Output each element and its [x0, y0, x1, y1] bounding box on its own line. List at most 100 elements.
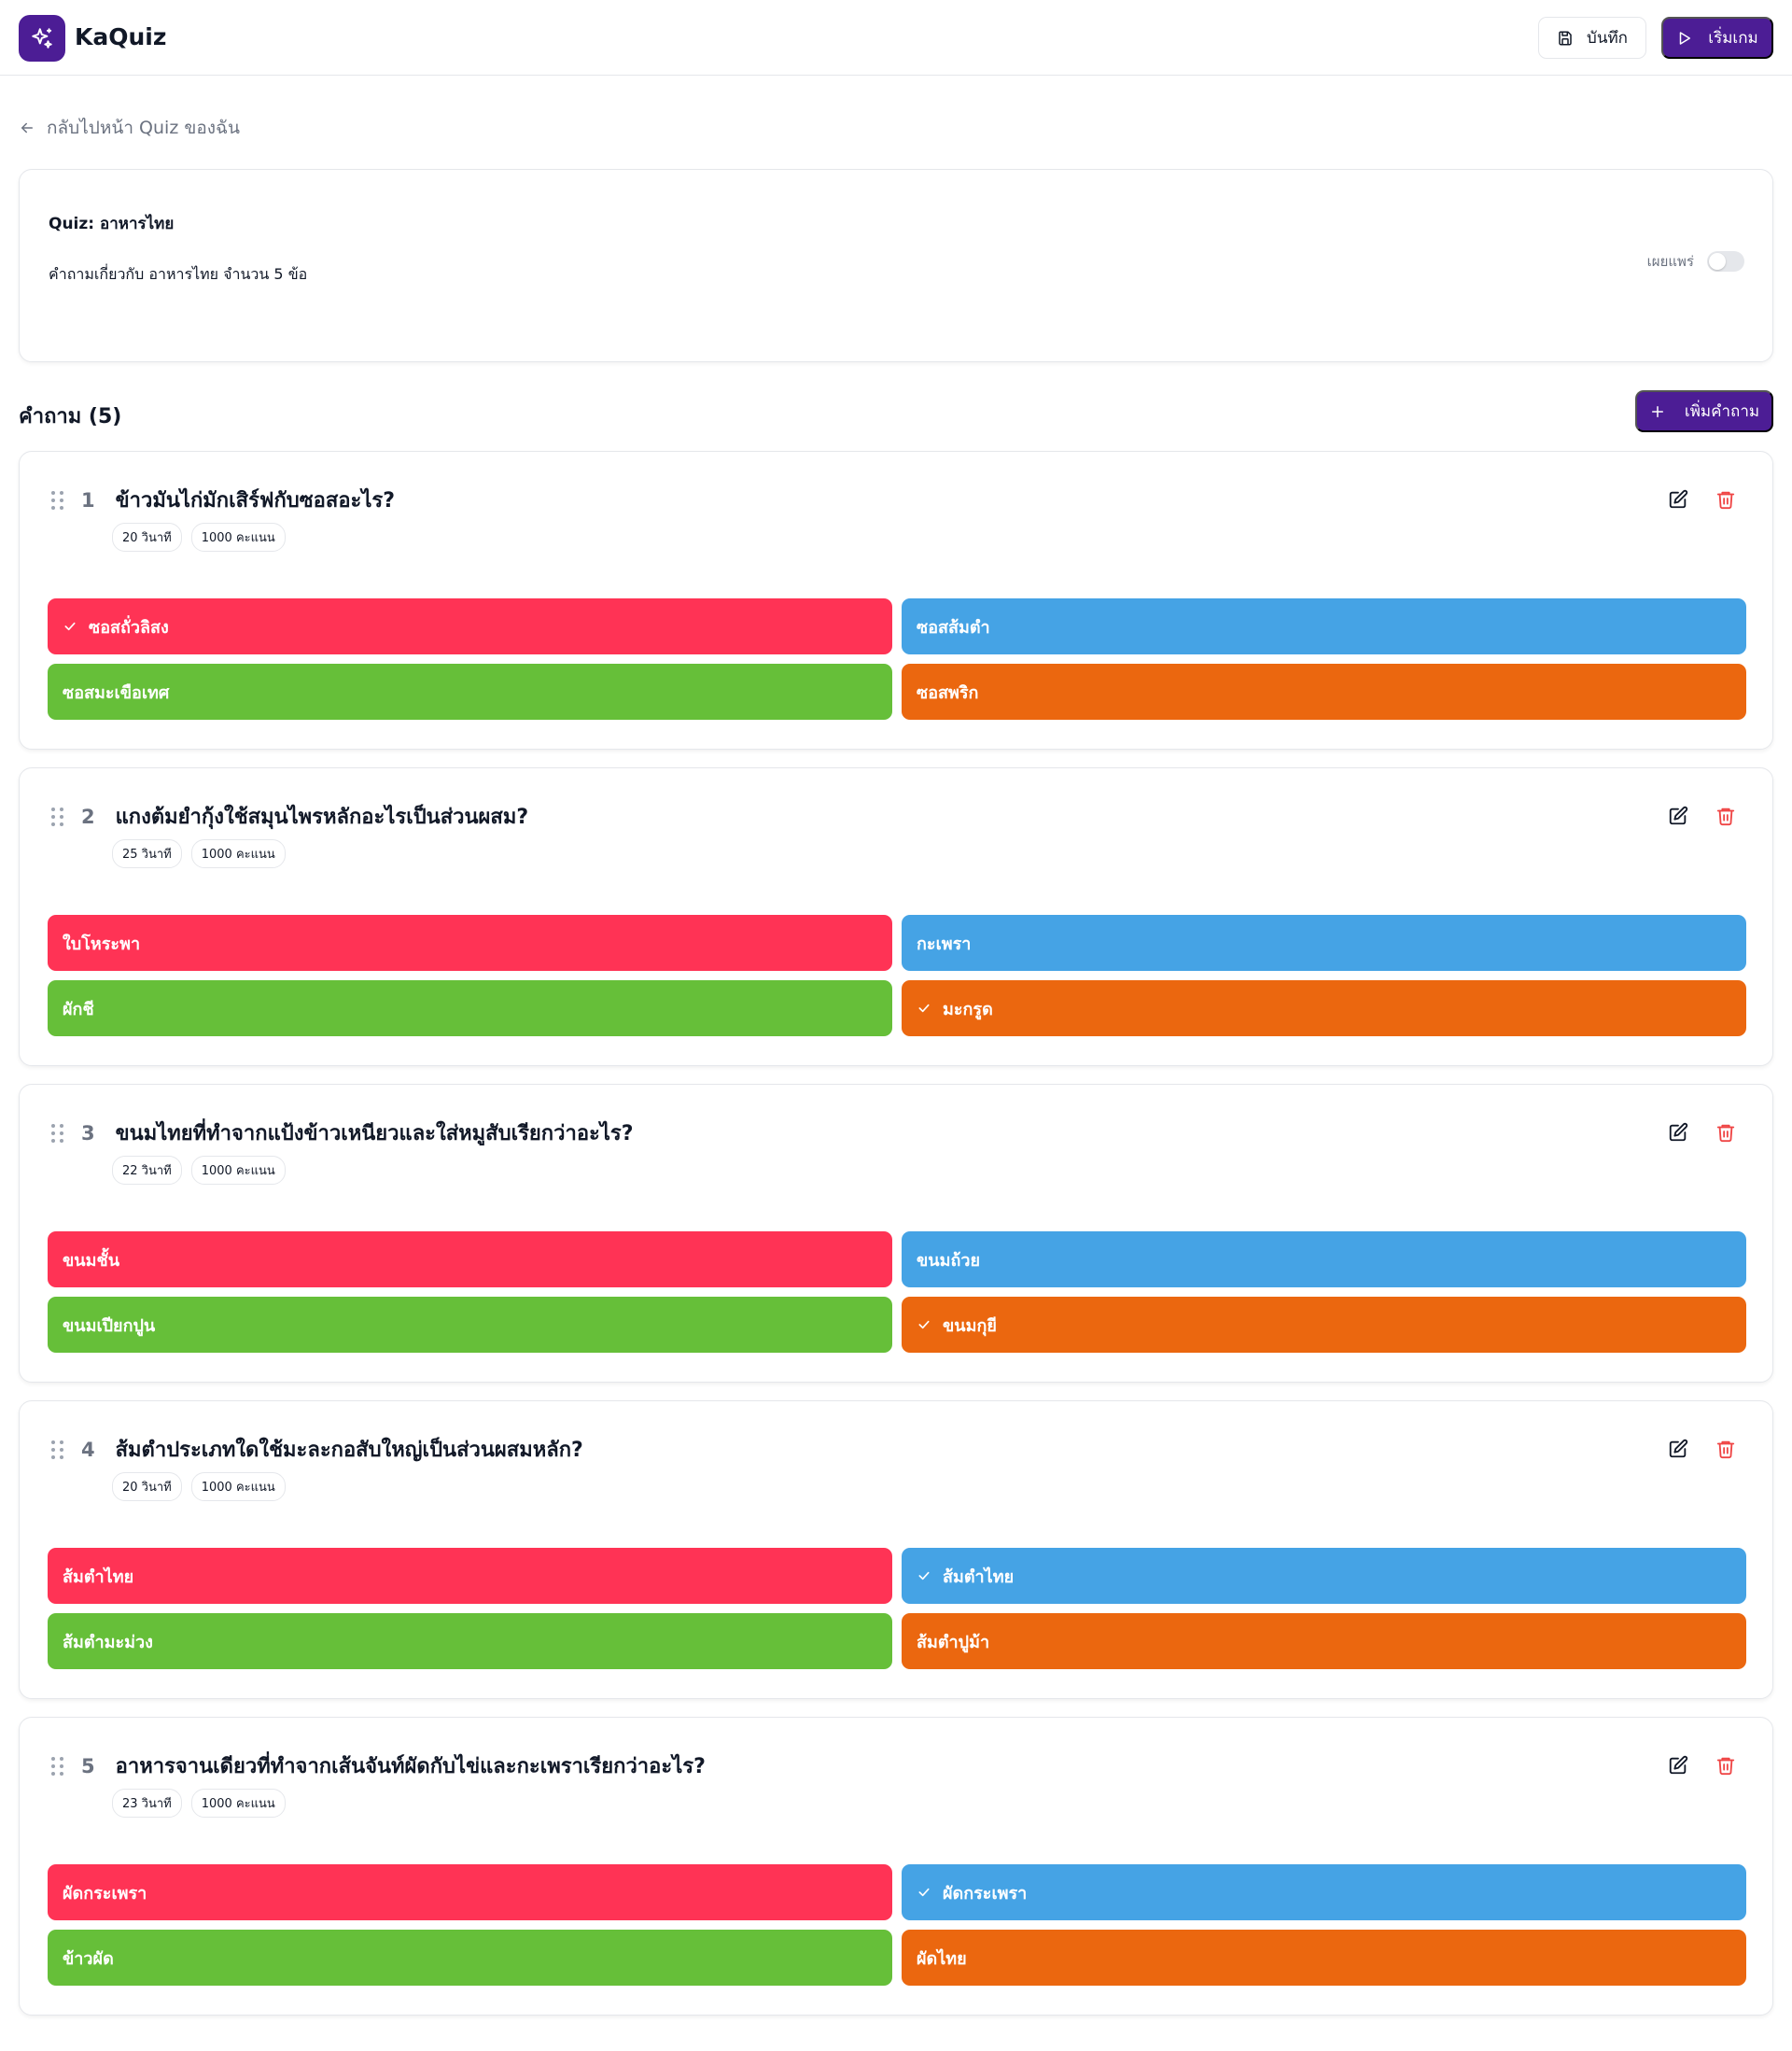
check-icon: [918, 1888, 930, 1897]
add-question-button[interactable]: เพิ่มคำถาม: [1635, 390, 1773, 432]
drag-handle-icon[interactable]: [51, 1440, 64, 1459]
app-name[interactable]: KaQuiz: [75, 23, 167, 50]
save-label: บันทึก: [1587, 29, 1628, 47]
answer-option[interactable]: ขนมชั้น: [48, 1231, 892, 1287]
trash-icon[interactable]: [1715, 1755, 1736, 1776]
time-limit-badge: 20 วินาที: [112, 1472, 182, 1501]
answer-text: ผัดกระเพรา: [943, 1883, 1028, 1903]
question-meta: 23 วินาที 1000 คะแนน: [112, 1789, 286, 1818]
question-number: 4: [81, 1438, 95, 1461]
trash-icon[interactable]: [1715, 1122, 1736, 1143]
question-card: 5 อาหารจานเดียวที่ทำจากเส้นจันท์ผัดกับไข่…: [19, 1717, 1773, 2016]
question-header: 1 ข้าวมันไก่มักเสิร์ฟกับซอสอะไร?: [51, 484, 395, 516]
drag-handle-icon[interactable]: [51, 490, 64, 510]
drag-handle-icon[interactable]: [51, 1756, 64, 1776]
answer-option[interactable]: ส้มตำไทย: [48, 1548, 892, 1604]
answer-option[interactable]: ซอสพริก: [902, 664, 1746, 720]
answer-text: ขนมชั้น: [63, 1250, 119, 1271]
answer-option[interactable]: ขนมเปียกปูน: [48, 1297, 892, 1353]
answer-option[interactable]: มะกรูด: [902, 980, 1746, 1036]
answer-option[interactable]: ขนมกุยี: [902, 1297, 1746, 1353]
answer-option[interactable]: ผักชี: [48, 980, 892, 1036]
answer-text: ส้มตำไทย: [943, 1566, 1015, 1587]
answer-option[interactable]: ส้มตำมะม่วง: [48, 1613, 892, 1669]
back-link-label: กลับไปหน้า Quiz ของฉัน: [47, 118, 240, 138]
quiz-info-card: Quiz: อาหารไทย คำถามเกี่ยวกับ อาหารไทย จ…: [19, 169, 1773, 362]
answer-text: ส้มตำปูม้า: [917, 1632, 990, 1652]
points-badge: 1000 คะแนน: [190, 839, 286, 868]
time-limit-badge: 23 วินาที: [112, 1789, 182, 1818]
start-game-label: เริ่มเกม: [1708, 29, 1758, 47]
answer-text: ซอสส้มตำ: [917, 617, 990, 638]
answer-text: ขนมเปียกปูน: [63, 1315, 156, 1336]
arrow-left-icon: [21, 122, 33, 133]
answer-option[interactable]: ซอสส้มตำ: [902, 598, 1746, 654]
question-text: อาหารจานเดียวที่ทำจากเส้นจันท์ผัดกับไข่แ…: [115, 1755, 706, 1778]
quiz-description: คำถามเกี่ยวกับ อาหารไทย จำนวน 5 ข้อ: [49, 265, 308, 283]
back-to-my-quizzes-link[interactable]: กลับไปหน้า Quiz ของฉัน: [19, 116, 240, 140]
question-number: 1: [81, 488, 95, 512]
answer-option[interactable]: ผัดไทย: [902, 1930, 1746, 1986]
question-header: 2 แกงต้มยำกุ้งใช้สมุนไพรหลักอะไรเป็นส่วนผ…: [51, 800, 528, 833]
edit-icon[interactable]: [1668, 806, 1688, 826]
question-text: ส้มตำประเภทใดใช้มะละกอสับใหญ่เป็นส่วนผสม…: [115, 1439, 583, 1462]
time-limit-badge: 22 วินาที: [112, 1156, 182, 1185]
toggle-knob: [1709, 253, 1726, 270]
drag-handle-icon[interactable]: [51, 807, 64, 826]
answer-text: มะกรูด: [943, 999, 993, 1019]
question-text: ขนมไทยที่ทำจากแป้งข้าวเหนียวและใส่หมูสับ…: [115, 1122, 634, 1145]
drag-handle-icon[interactable]: [51, 1123, 64, 1143]
question-text: ข้าวมันไก่มักเสิร์ฟกับซอสอะไร?: [115, 489, 395, 513]
play-icon: [1680, 31, 1691, 45]
logo-sparkle-icon[interactable]: [19, 15, 65, 62]
answer-text: ซอสมะเขือเทศ: [63, 682, 170, 703]
answer-option[interactable]: ข้าวผัด: [48, 1930, 892, 1986]
question-header: 4 ส้มตำประเภทใดใช้มะละกอสับใหญ่เป็นส่วนผส…: [51, 1433, 583, 1466]
answer-text: ขนมกุยี: [943, 1315, 997, 1336]
start-game-button[interactable]: เริ่มเกม: [1661, 17, 1773, 59]
points-badge: 1000 คะแนน: [190, 1789, 286, 1818]
check-icon: [918, 1571, 930, 1580]
answer-text: ผัดกระเพรา: [63, 1883, 147, 1903]
question-meta: 22 วินาที 1000 คะแนน: [112, 1156, 286, 1185]
answer-option[interactable]: ผัดกระเพรา: [902, 1864, 1746, 1920]
publish-toggle[interactable]: [1707, 251, 1744, 272]
publish-setting: เผยแพร่: [1647, 250, 1744, 273]
answer-text: ซอสพริก: [917, 682, 979, 703]
question-header: 5 อาหารจานเดียวที่ทำจากเส้นจันท์ผัดกับไข่…: [51, 1749, 706, 1782]
trash-icon[interactable]: [1715, 806, 1736, 826]
question-meta: 25 วินาที 1000 คะแนน: [112, 839, 286, 868]
question-number: 3: [81, 1121, 95, 1145]
publish-label: เผยแพร่: [1646, 253, 1694, 270]
edit-icon[interactable]: [1668, 1755, 1688, 1776]
question-meta: 20 วินาที 1000 คะแนน: [112, 1472, 286, 1501]
answer-text: กะเพรา: [917, 934, 972, 954]
answer-option[interactable]: กะเพรา: [902, 915, 1746, 971]
plus-icon: [1651, 405, 1663, 417]
save-icon: [1559, 31, 1572, 45]
question-card: 2 แกงต้มยำกุ้งใช้สมุนไพรหลักอะไรเป็นส่วนผ…: [19, 767, 1773, 1066]
question-card: 3 ขนมไทยที่ทำจากแป้งข้าวเหนียวและใส่หมูสั…: [19, 1084, 1773, 1383]
time-limit-badge: 25 วินาที: [112, 839, 182, 868]
edit-icon[interactable]: [1668, 1439, 1688, 1459]
answer-text: ผัดไทย: [917, 1948, 967, 1969]
question-number: 5: [81, 1754, 95, 1777]
save-button[interactable]: บันทึก: [1538, 17, 1646, 59]
trash-icon[interactable]: [1715, 489, 1736, 510]
trash-icon[interactable]: [1715, 1439, 1736, 1459]
check-icon: [64, 622, 76, 631]
answer-option[interactable]: ซอสถั่วลิสง: [48, 598, 892, 654]
answer-option[interactable]: ซอสมะเขือเทศ: [48, 664, 892, 720]
answer-text: ส้มตำไทย: [63, 1566, 134, 1587]
edit-icon[interactable]: [1668, 1122, 1688, 1143]
question-meta: 20 วินาที 1000 คะแนน: [112, 523, 286, 552]
answer-option[interactable]: ส้มตำไทย: [902, 1548, 1746, 1604]
answer-text: ซอสถั่วลิสง: [89, 617, 169, 638]
answer-option[interactable]: ผัดกระเพรา: [48, 1864, 892, 1920]
question-card: 4 ส้มตำประเภทใดใช้มะละกอสับใหญ่เป็นส่วนผส…: [19, 1400, 1773, 1699]
answer-option[interactable]: ส้มตำปูม้า: [902, 1613, 1746, 1669]
edit-icon[interactable]: [1668, 489, 1688, 510]
points-badge: 1000 คะแนน: [190, 1156, 286, 1185]
answer-option[interactable]: ขนมถ้วย: [902, 1231, 1746, 1287]
answer-option[interactable]: ใบโหระพา: [48, 915, 892, 971]
